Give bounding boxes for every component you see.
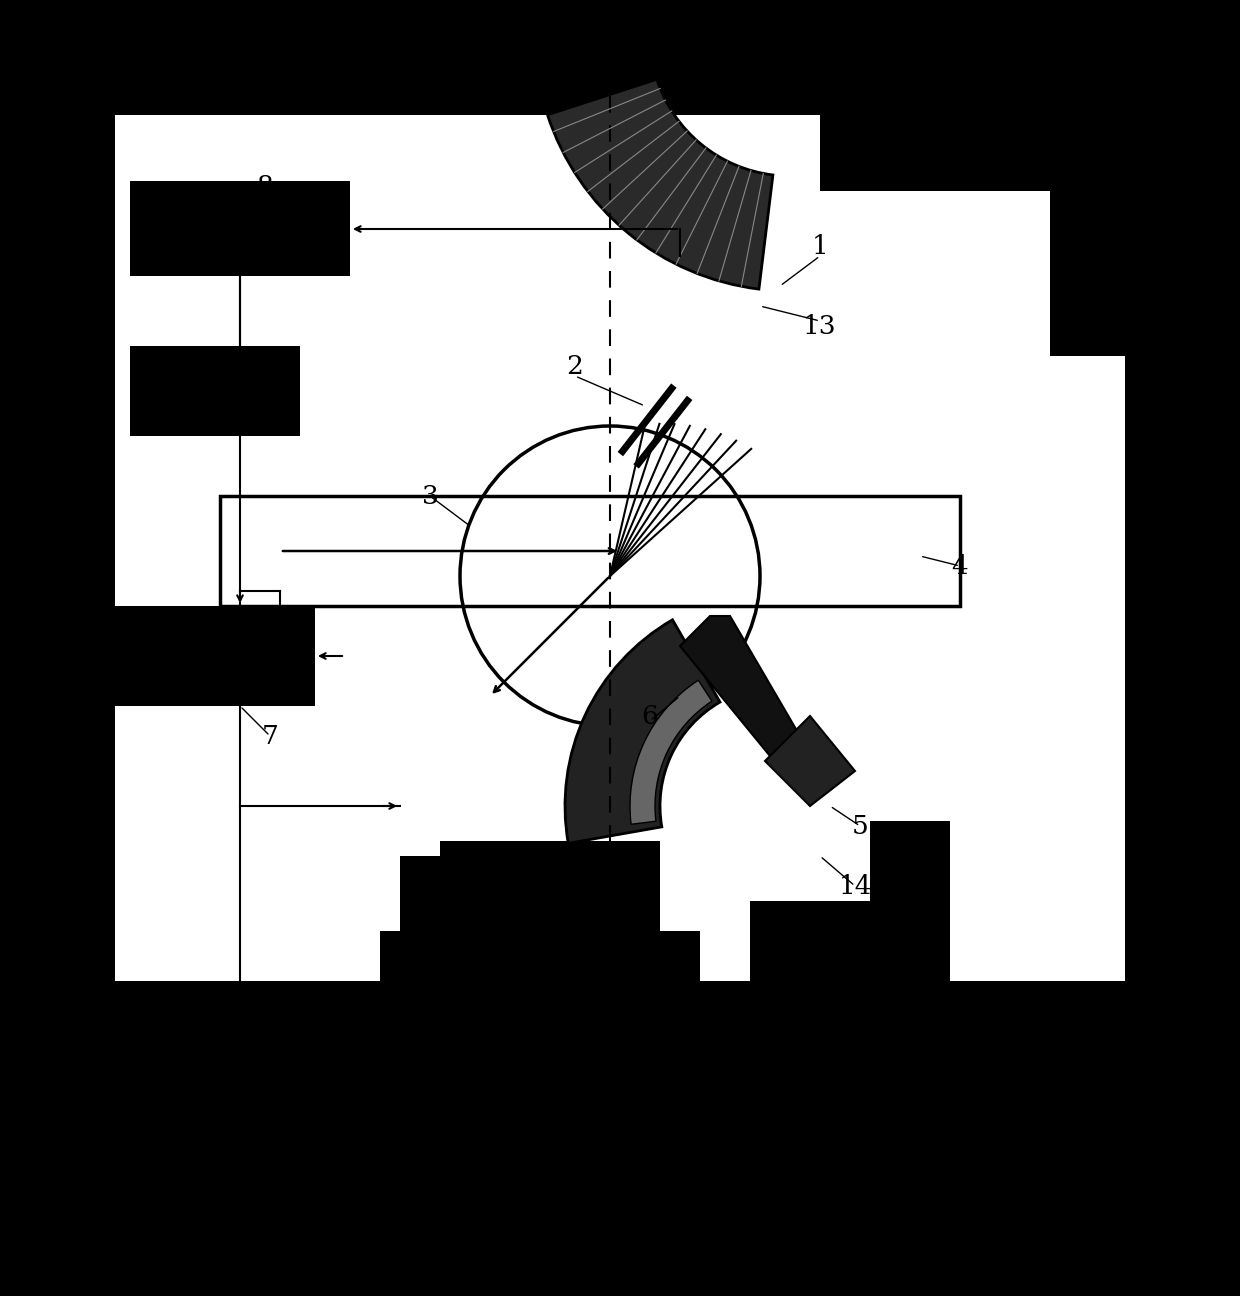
Bar <box>50 981 1190 1046</box>
Wedge shape <box>565 619 720 844</box>
Bar <box>50 51 1190 115</box>
Polygon shape <box>680 616 800 756</box>
Text: 13: 13 <box>804 314 837 338</box>
Bar <box>320 1137 475 1216</box>
Text: 6: 6 <box>641 704 658 728</box>
Text: 14: 14 <box>838 874 872 898</box>
Bar <box>1050 181 1190 356</box>
Bar <box>820 51 1190 191</box>
Text: 3: 3 <box>422 483 439 508</box>
Bar <box>130 181 350 276</box>
Text: 16: 16 <box>878 1038 911 1064</box>
Text: 9: 9 <box>141 373 159 398</box>
Wedge shape <box>630 680 712 824</box>
Text: 4: 4 <box>951 553 968 578</box>
Bar <box>115 607 315 706</box>
Bar <box>870 820 950 981</box>
Bar <box>50 51 1190 1046</box>
Text: 10: 10 <box>383 1178 417 1204</box>
Bar <box>108 608 133 704</box>
Bar <box>1125 51 1190 1046</box>
Text: 12: 12 <box>634 1108 667 1134</box>
Bar <box>440 841 660 981</box>
Bar <box>219 496 960 607</box>
Bar <box>401 855 460 966</box>
Bar <box>50 51 115 1046</box>
Bar <box>130 346 300 435</box>
Text: 7: 7 <box>262 723 279 749</box>
Text: 8: 8 <box>257 174 273 198</box>
Text: 15: 15 <box>578 1043 611 1068</box>
Text: 2: 2 <box>567 354 584 378</box>
Bar <box>750 901 950 981</box>
Polygon shape <box>765 715 856 806</box>
Text: 1: 1 <box>812 233 828 258</box>
Bar <box>379 931 701 981</box>
Text: 5: 5 <box>852 814 868 839</box>
Wedge shape <box>548 79 773 289</box>
